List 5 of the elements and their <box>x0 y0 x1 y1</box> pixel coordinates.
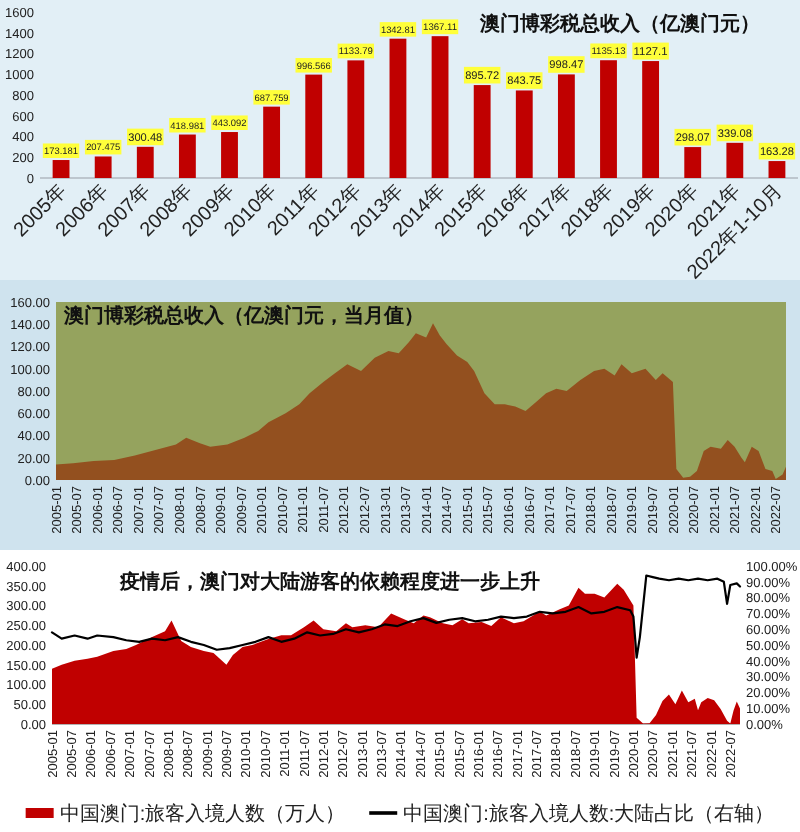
legend-label: 中国澳门:旅客入境人数:大陆占比（右轴） <box>403 804 775 826</box>
title: 澳门博彩税总收入（亿澳门元，当月值） <box>64 306 424 328</box>
legend-label: 中国澳门:旅客入境人数（万人） <box>59 804 346 826</box>
title: 澳门博彩税总收入（亿澳门元） <box>480 14 760 36</box>
title: 疫情后，澳门对大陆游客的依赖程度进一步上升 <box>120 572 540 594</box>
